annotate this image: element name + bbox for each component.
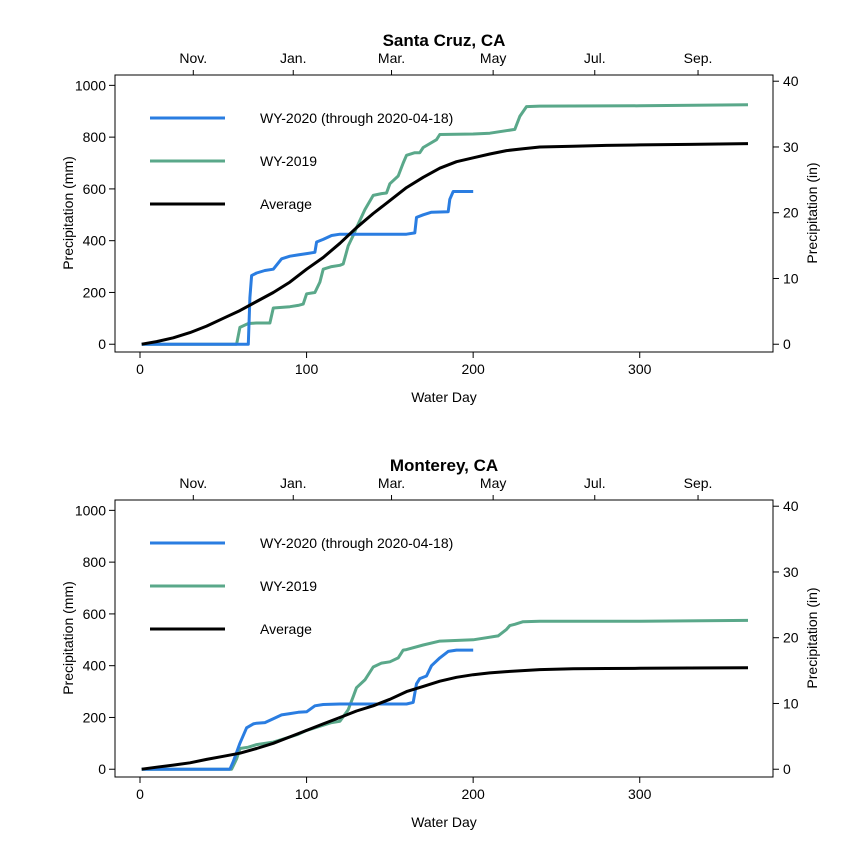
y2-tick-label: 40: [783, 498, 799, 514]
x-tick-label: 200: [461, 361, 485, 377]
month-tick-label: Jan.: [280, 50, 306, 66]
chart-title: Santa Cruz, CA: [383, 31, 506, 50]
y-tick-label: 600: [83, 606, 107, 622]
legend-label: WY-2020 (through 2020-04-18): [260, 535, 453, 551]
y-axis-right: 0 10 20 30 40: [773, 498, 799, 777]
series-line-wy2020: [141, 190, 474, 346]
series-line-wy2020: [141, 648, 474, 771]
y-axis-label: Precipitation (mm): [60, 156, 76, 270]
month-tick-label: Nov.: [179, 50, 207, 66]
x-axis: 0 100 200 300: [136, 352, 652, 377]
plot-frame: [114, 74, 774, 353]
chart-title: Monterey, CA: [390, 456, 498, 475]
monterey-panel: Monterey, CA Nov. Jan. Mar. May Jul. Sep. 0 10…: [60, 456, 820, 830]
santa-cruz-panel: Santa Cruz, CA Nov. Jan. Mar. May Jul. Sep. 0…: [60, 31, 820, 405]
y-axis-label: Precipitation (mm): [60, 581, 76, 695]
month-axis: Nov. Jan. Mar. May Jul. Sep.: [179, 475, 712, 500]
y2-tick-label: 30: [783, 564, 799, 580]
y2-tick-label: 0: [783, 761, 791, 777]
y-tick-label: 1000: [75, 502, 106, 518]
x-axis-label: Water Day: [411, 389, 477, 405]
x-tick-label: 300: [628, 361, 652, 377]
legend-label: WY-2020 (through 2020-04-18): [260, 110, 453, 126]
y-tick-label: 200: [83, 709, 107, 725]
series-layer: [141, 103, 749, 346]
month-tick-label: Mar.: [378, 475, 405, 491]
y-tick-label: 200: [83, 284, 107, 300]
month-tick-label: Mar.: [378, 50, 405, 66]
legend: WY-2020 (through 2020-04-18) WY-2019 Avera…: [150, 110, 453, 212]
legend-label: Average: [260, 621, 312, 637]
month-tick-label: Jul.: [584, 50, 606, 66]
month-tick-label: May: [480, 475, 506, 491]
y-tick-label: 800: [83, 554, 107, 570]
y2-tick-label: 20: [783, 205, 799, 221]
month-tick-label: May: [480, 50, 506, 66]
y-tick-label: 400: [83, 658, 107, 674]
x-tick-label: 100: [295, 786, 319, 802]
x-tick-label: 100: [295, 361, 319, 377]
legend: WY-2020 (through 2020-04-18) WY-2019 Avera…: [150, 535, 453, 637]
legend-label: Average: [260, 196, 312, 212]
plot-frame: [114, 499, 774, 778]
y-tick-label: 1000: [75, 77, 106, 93]
y-tick-label: 800: [83, 129, 107, 145]
x-tick-label: 0: [136, 361, 144, 377]
y-axis-left: 0 200 400 600 800 1000: [75, 502, 115, 777]
series-layer: [141, 618, 749, 771]
y2-axis-label: Precipitation (in): [804, 587, 820, 688]
legend-label: WY-2019: [260, 578, 317, 594]
y-tick-label: 400: [83, 233, 107, 249]
month-tick-label: Jul.: [584, 475, 606, 491]
y-axis-left: 0 200 400 600 800 1000: [75, 77, 115, 352]
x-tick-label: 200: [461, 786, 485, 802]
series-line-average: [141, 142, 749, 346]
y2-tick-label: 20: [783, 630, 799, 646]
series-line-average: [141, 666, 749, 771]
y2-axis-label: Precipitation (in): [804, 162, 820, 263]
series-line-wy2019: [141, 103, 749, 346]
x-axis-label: Water Day: [411, 814, 477, 830]
month-tick-label: Sep.: [684, 50, 713, 66]
y2-tick-label: 40: [783, 73, 799, 89]
y2-tick-label: 10: [783, 270, 799, 286]
month-tick-label: Jan.: [280, 475, 306, 491]
y2-tick-label: 10: [783, 695, 799, 711]
y2-tick-label: 0: [783, 336, 791, 352]
month-tick-label: Nov.: [179, 475, 207, 491]
x-tick-label: 300: [628, 786, 652, 802]
series-line-wy2019: [141, 618, 749, 771]
x-tick-label: 0: [136, 786, 144, 802]
y2-tick-label: 30: [783, 139, 799, 155]
x-axis: 0 100 200 300: [136, 777, 652, 802]
month-tick-label: Sep.: [684, 475, 713, 491]
y-tick-label: 0: [98, 761, 106, 777]
y-axis-right: 0 10 20 30 40: [773, 73, 799, 352]
legend-label: WY-2019: [260, 153, 317, 169]
month-axis: Nov. Jan. Mar. May Jul. Sep.: [179, 50, 712, 75]
y-tick-label: 0: [98, 336, 106, 352]
y-tick-label: 600: [83, 181, 107, 197]
